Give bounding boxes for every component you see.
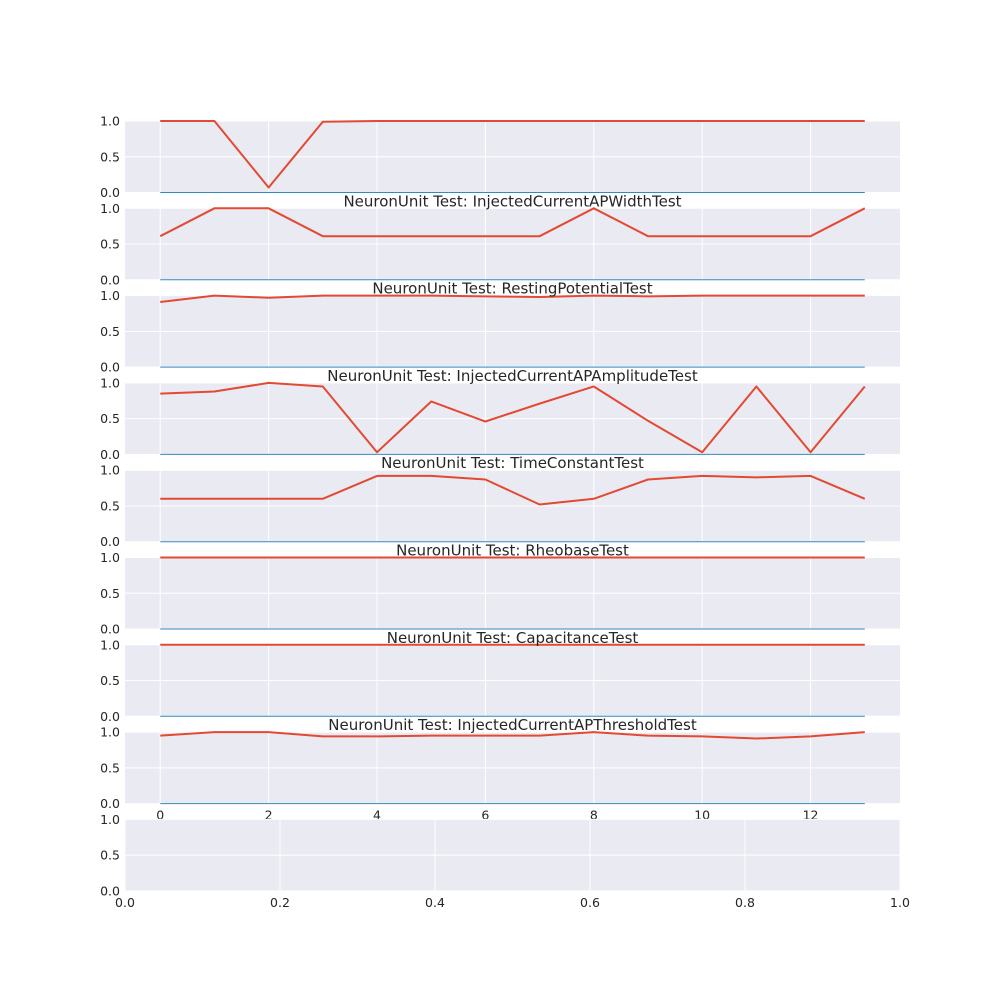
y-tick-label: 1.0	[100, 114, 120, 129]
score-line	[159, 207, 866, 238]
x-tick-label: 8	[590, 808, 598, 823]
y-tick-label: 1.0	[100, 550, 120, 565]
subplot-title: NeuronUnit Test: TimeConstantTest	[381, 454, 644, 472]
subplot-title: NeuronUnit Test: InjectedCurrentAPWidthT…	[343, 192, 681, 210]
subplot-4: 1.0 0.5 0.0	[100, 375, 900, 462]
subplot-9: 1.0 0.5 0.00.0 0.2 0.4 0.6 0.8 1.0	[100, 812, 910, 910]
y-tick-label: 0.0	[100, 883, 120, 898]
x-tick-label: 0.0	[115, 895, 135, 910]
y-tick-label: 1.0	[100, 288, 120, 303]
y-tick-label: 0.0	[100, 447, 120, 462]
x-tick-label: 0.4	[425, 895, 445, 910]
subplot-8: 1.0 0.5 0.0 0 2 4 6 8 10 12	[100, 725, 900, 823]
subplot-6: 1.0 0.5 0.0	[100, 550, 900, 637]
subplot-title: NeuronUnit Test: InjectedCurrentAPThresh…	[328, 716, 697, 734]
x-tick-label: 0	[156, 808, 164, 823]
x-tick-label: 0.8	[735, 895, 755, 910]
x-tick-label: 10	[694, 808, 710, 823]
y-tick-label: 0.5	[100, 848, 120, 863]
y-tick-label: 0.5	[100, 324, 120, 339]
score-line	[160, 731, 865, 740]
subplot-title: NeuronUnit Test: InjectedCurrentAPAmplit…	[327, 367, 698, 385]
y-tick-label: 0.5	[100, 498, 120, 513]
y-tick-label: 0.5	[100, 237, 120, 252]
subplot-title: NeuronUnit Test: RheobaseTest	[396, 542, 629, 560]
x-tick-label: 6	[481, 808, 489, 823]
y-tick-label: 0.0	[100, 272, 120, 287]
y-tick-label: 0.0	[100, 534, 120, 549]
subplot-2: 1.0 0.5 0.0	[100, 201, 900, 287]
y-tick-label: 0.5	[100, 411, 120, 426]
y-tick-label: 1.0	[100, 201, 120, 216]
y-tick-label: 0.0	[100, 360, 120, 375]
y-tick-label: 0.0	[100, 185, 120, 200]
y-tick-label: 0.0	[100, 796, 120, 811]
subplot-3: 1.0 0.5 0.0	[100, 288, 900, 375]
x-tick-label: 12	[803, 808, 819, 823]
x-tick-label: 4	[373, 808, 381, 823]
subplot-7: 1.0 0.5 0.0	[100, 637, 900, 724]
score-line	[160, 120, 865, 189]
y-tick-label: 0.0	[100, 709, 120, 724]
x-tick-label: 1.0	[890, 895, 910, 910]
x-tick-label: 0.2	[270, 895, 290, 910]
y-tick-label: 1.0	[100, 637, 120, 652]
score-line	[160, 474, 866, 506]
subplot-1: 1.0 0.5 0.0	[100, 114, 900, 200]
y-tick-label: 1.0	[100, 463, 120, 478]
score-line	[160, 381, 866, 454]
y-tick-label: 0.5	[100, 586, 120, 601]
y-tick-label: 1.0	[100, 375, 120, 390]
y-tick-label: 1.0	[100, 812, 120, 827]
x-tick-label: 0.6	[580, 895, 600, 910]
y-tick-label: 0.0	[100, 622, 120, 637]
subplot-title: NeuronUnit Test: RestingPotentialTest	[372, 280, 652, 298]
subplot-5: 1.0 0.5 0.0	[100, 463, 900, 549]
y-tick-label: 1.0	[100, 725, 120, 740]
y-tick-label: 0.5	[100, 673, 120, 688]
y-tick-label: 0.5	[100, 760, 120, 775]
subplot-title: NeuronUnit Test: CapacitanceTest	[387, 629, 639, 647]
y-tick-label: 0.5	[100, 149, 120, 164]
x-tick-label: 2	[265, 808, 273, 823]
score-line	[160, 294, 865, 304]
